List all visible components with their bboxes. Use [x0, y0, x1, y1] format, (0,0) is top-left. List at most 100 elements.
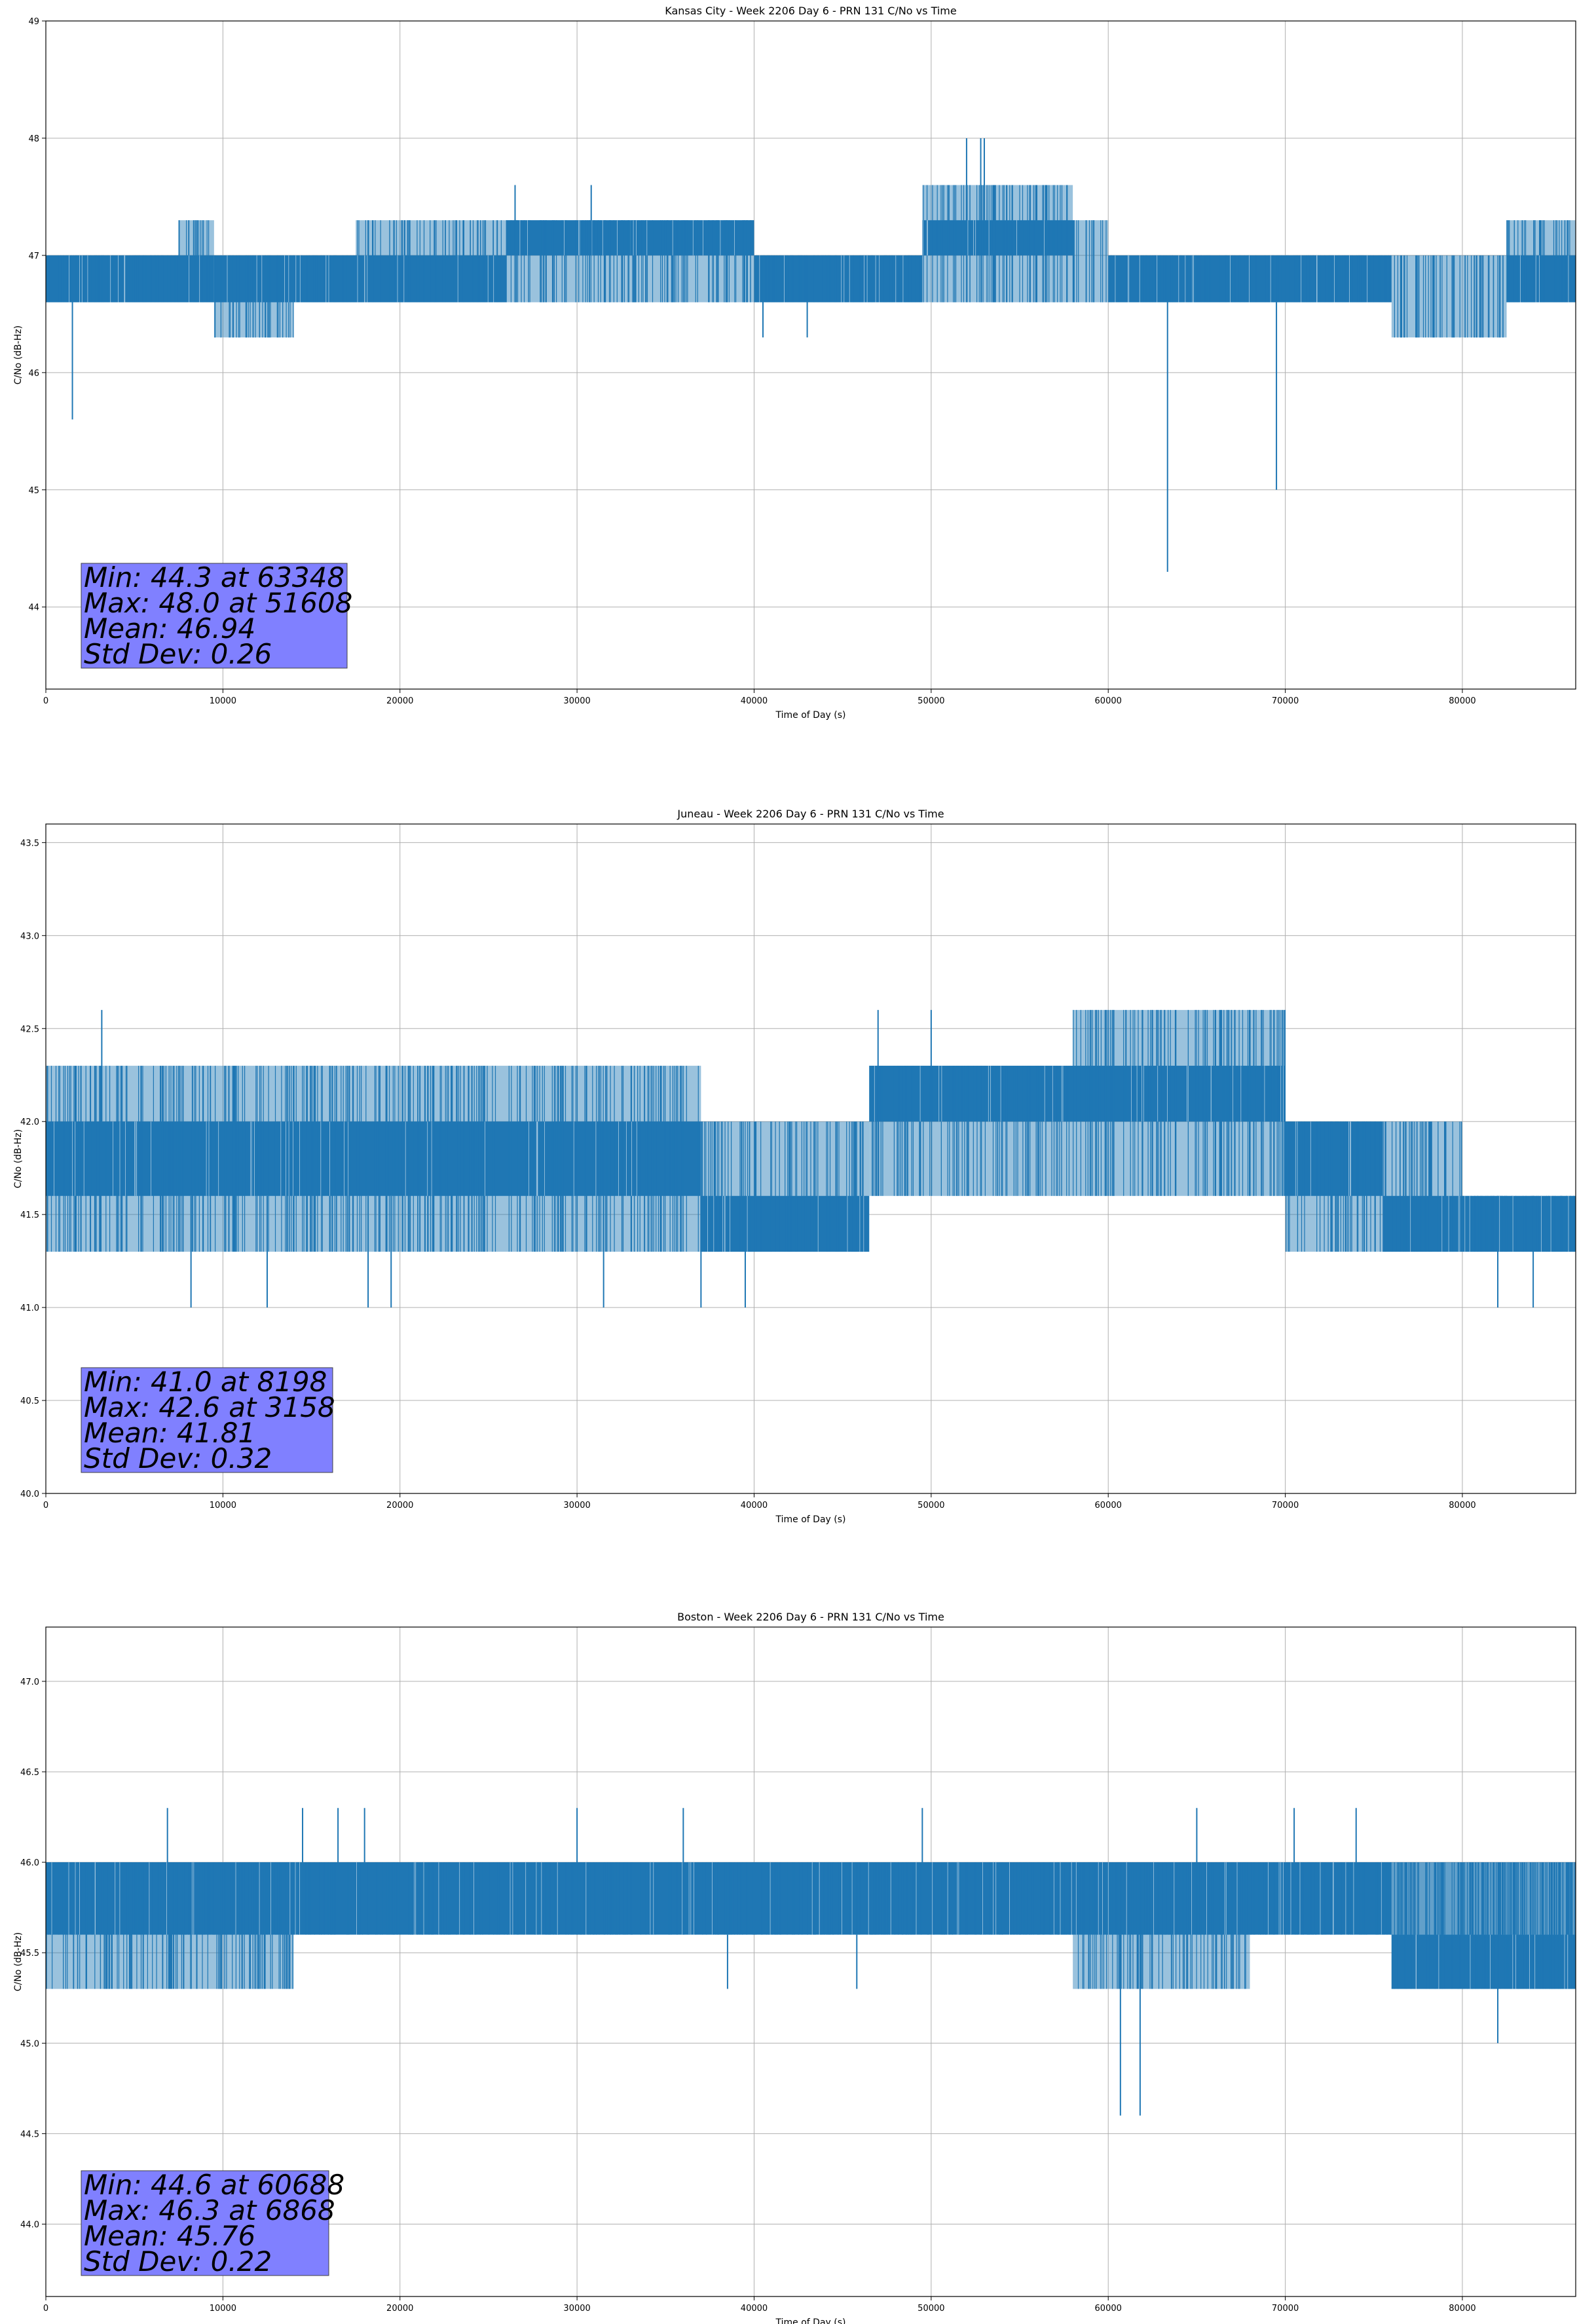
x-tick-label: 10000: [210, 696, 236, 706]
y-tick-label: 43.0: [20, 931, 39, 941]
data-series: [46, 1009, 1576, 1308]
x-tick-label: 80000: [1449, 696, 1475, 706]
x-axis-label: Time of Day (s): [775, 1514, 846, 1525]
y-tick-label: 40.0: [20, 1490, 39, 1499]
stats-box: [81, 563, 348, 669]
data-core: [46, 1121, 701, 1196]
data-line-gaps: [51, 1862, 1568, 1989]
data-core: [213, 255, 294, 303]
x-tick-label: 70000: [1272, 696, 1299, 706]
x-tick-label: 0: [43, 2304, 48, 2314]
stats-box: [81, 1367, 333, 1473]
data-core: [922, 220, 967, 255]
chart-title: Boston - Week 2206 Day 6 - PRN 131 C/No …: [677, 1611, 944, 1623]
x-tick-label: 40000: [741, 2304, 768, 2314]
data-series: [45, 1808, 1576, 2116]
y-tick-label: 46.0: [20, 1858, 39, 1868]
y-tick-label: 41.5: [20, 1210, 39, 1220]
y-tick-label: 49: [28, 17, 39, 27]
y-tick-label: 45.0: [20, 2039, 39, 2049]
x-tick-label: 60000: [1095, 696, 1122, 706]
y-tick-label: 43.5: [20, 838, 39, 848]
x-tick-label: 0: [43, 1501, 48, 1510]
y-tick-label: 41.0: [20, 1303, 39, 1313]
data-core: [630, 220, 754, 255]
data-line-gaps: [69, 220, 1569, 303]
chart-title: Juneau - Week 2206 Day 6 - PRN 131 C/No …: [677, 808, 944, 820]
chart-title: Kansas City - Week 2206 Day 6 - PRN 131 …: [665, 5, 956, 17]
x-tick-label: 30000: [563, 2304, 590, 2314]
x-tick-label: 20000: [386, 1501, 413, 1510]
stats-line: Mean: 45.76: [84, 2220, 255, 2252]
plot-frame: [45, 20, 1576, 690]
x-tick-label: 60000: [1095, 2304, 1122, 2314]
x-tick-label: 60000: [1095, 1501, 1122, 1510]
data-core: [1285, 1121, 1383, 1196]
x-tick-label: 50000: [918, 1501, 944, 1510]
data-core: [46, 255, 179, 303]
x-tick-label: 50000: [918, 2304, 944, 2314]
y-tick-label: 47: [28, 252, 39, 261]
boston-chart: Boston - Week 2206 Day 6 - PRN 131 C/No …: [13, 1611, 1576, 2324]
x-tick-label: 10000: [210, 1501, 236, 1510]
y-tick-label: 46: [28, 369, 39, 379]
stats-line: Min: 41.0 at 8198: [84, 1366, 327, 1398]
x-axis-label: Time of Day (s): [775, 2317, 846, 2324]
data-core: [356, 255, 506, 303]
y-axis-label: C/No (dB-Hz): [13, 1129, 24, 1188]
y-tick-label: 44.0: [20, 2221, 39, 2230]
x-tick-label: 40000: [741, 1501, 768, 1510]
x-tick-label: 10000: [210, 2304, 236, 2314]
x-tick-label: 20000: [386, 2304, 413, 2314]
y-axis-label: C/No (dB-Hz): [13, 326, 24, 384]
data-band: [1391, 255, 1507, 338]
y-tick-label: 45: [28, 486, 39, 496]
plot-frame: [45, 823, 1576, 1494]
data-core: [506, 220, 631, 255]
stats-box: [81, 2170, 329, 2276]
stats-line: Min: 44.6 at 60688: [84, 2169, 344, 2201]
x-tick-label: 80000: [1449, 2304, 1475, 2314]
y-tick-label: 42.5: [20, 1024, 39, 1034]
y-tick-label: 47.0: [20, 1677, 39, 1687]
data-line: [46, 1009, 1574, 1252]
x-tick-label: 70000: [1272, 2304, 1299, 2314]
y-tick-label: 42.0: [20, 1117, 39, 1127]
data-line: [48, 185, 1570, 338]
x-tick-label: 30000: [563, 1501, 590, 1510]
juneau-chart: Juneau - Week 2206 Day 6 - PRN 131 C/No …: [13, 808, 1576, 1525]
data-series: [46, 138, 1576, 572]
y-tick-label: 45.5: [20, 1949, 39, 1959]
y-tick-label: 40.5: [20, 1396, 39, 1406]
stats-line: Min: 44.3 at 63348: [84, 561, 344, 593]
data-line: [45, 1862, 1576, 1989]
x-tick-label: 20000: [386, 696, 413, 706]
y-tick-label: 44.5: [20, 2129, 39, 2139]
y-axis-label: C/No (dB-Hz): [13, 1932, 24, 1991]
stats-line: Mean: 46.94: [84, 612, 255, 645]
data-core: [293, 255, 356, 303]
x-tick-label: 70000: [1272, 1501, 1299, 1510]
x-axis-label: Time of Day (s): [775, 710, 846, 721]
x-tick-label: 80000: [1449, 1501, 1475, 1510]
x-tick-label: 30000: [563, 696, 590, 706]
kansas-city-chart: Kansas City - Week 2206 Day 6 - PRN 131 …: [13, 5, 1576, 721]
stats-line: Mean: 41.81: [84, 1417, 255, 1449]
y-tick-label: 44: [28, 603, 39, 613]
stats-line: Std Dev: 0.22: [84, 2245, 272, 2277]
x-tick-label: 50000: [918, 696, 944, 706]
stats-line: Std Dev: 0.26: [84, 638, 272, 670]
x-tick-label: 0: [43, 696, 48, 706]
y-tick-label: 48: [28, 134, 39, 144]
data-core: [1462, 1195, 1576, 1252]
plot-frame: [45, 1626, 1576, 2297]
y-tick-label: 46.5: [20, 1768, 39, 1778]
stats-line: Max: 46.3 at 6868: [84, 2194, 335, 2226]
stats-line: Max: 42.6 at 3158: [84, 1391, 335, 1423]
stats-line: Max: 48.0 at 51608: [84, 587, 352, 619]
data-core: [754, 255, 923, 303]
stats-line: Std Dev: 0.32: [84, 1442, 272, 1474]
x-tick-label: 40000: [741, 696, 768, 706]
data-line-gaps: [54, 1066, 1569, 1252]
